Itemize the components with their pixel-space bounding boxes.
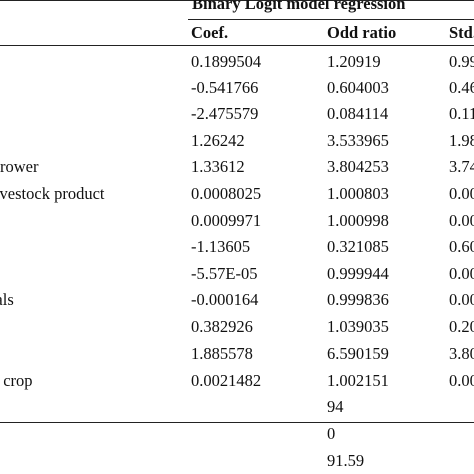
row-std-value: 0.20 [449, 317, 474, 336]
row-std-value: 0.00 [449, 211, 474, 230]
row-coef-value: 0.0021482 [191, 371, 262, 390]
row-variable-label: ing crop [0, 371, 33, 390]
row-odd-ratio-value: 0.084114 [327, 104, 389, 123]
row-odd-ratio-value: 6.590159 [327, 344, 389, 363]
row-coef-value: 0.0009971 [191, 211, 262, 230]
row-coef-value: -5.57E-05 [191, 264, 258, 283]
top-rule [0, 0, 474, 1]
row-odd-ratio-value: 0.321085 [327, 237, 389, 256]
row-coef-value: 1.26242 [191, 131, 245, 150]
row-odd-ratio-value: 0.604003 [327, 78, 389, 97]
row-std-value: 0.11 [449, 104, 474, 123]
row-std-value: 0.99 [449, 52, 474, 71]
row-odd-ratio-value: 0.999944 [327, 264, 389, 283]
header-coef: Coef. [191, 23, 229, 42]
row-std-value: 0.46 [449, 78, 474, 97]
row-coef-value: -1.13605 [191, 237, 251, 256]
header-rule [0, 45, 474, 46]
row-std-value: 0.00 [449, 264, 474, 283]
row-odd-ratio-value: 1.002151 [327, 371, 389, 390]
row-variable-label: tivals [0, 290, 14, 309]
row-std-value: 3.74 [449, 157, 474, 176]
row-std-value: 0.00 [449, 184, 474, 203]
row-coef-value: 1.33612 [191, 157, 245, 176]
row-odd-ratio-value: 1.20919 [327, 52, 381, 71]
model-title: Binary Logit model regression [192, 0, 406, 13]
row-variable-label: g livestock product [0, 184, 105, 203]
row-variable-label: borrower [0, 157, 39, 176]
body-bottom-rule [0, 422, 474, 423]
model-stat-value: 0 [327, 424, 336, 443]
row-odd-ratio-value: 1.000998 [327, 211, 389, 230]
row-coef-value: 0.1899504 [191, 52, 262, 71]
model-stat-value: 91.59 [327, 451, 365, 470]
row-std-value: 0.00 [449, 290, 474, 309]
row-coef-value: 0.382926 [191, 317, 253, 336]
row-std-value: 3.80 [449, 344, 474, 363]
row-odd-ratio-value: 1.000803 [327, 184, 389, 203]
row-odd-ratio-value: 3.804253 [327, 157, 389, 176]
row-std-value: 1.98 [449, 131, 474, 150]
row-std-value: 0.60 [449, 237, 474, 256]
row-coef-value: -0.541766 [191, 78, 259, 97]
row-coef-value: -2.475579 [191, 104, 259, 123]
row-odd-ratio-value: 1.039035 [327, 317, 389, 336]
row-coef-value: 1.885578 [191, 344, 253, 363]
title-underline [188, 19, 474, 20]
row-std-value: 0.00 [449, 371, 474, 390]
header-std: Std. [449, 23, 474, 42]
model-stat-value: 94 [327, 397, 344, 416]
header-odd-ratio: Odd ratio [327, 23, 397, 42]
row-odd-ratio-value: 3.533965 [327, 131, 389, 150]
row-odd-ratio-value: 0.999836 [327, 290, 389, 309]
row-coef-value: -0.000164 [191, 290, 259, 309]
row-coef-value: 0.0008025 [191, 184, 262, 203]
